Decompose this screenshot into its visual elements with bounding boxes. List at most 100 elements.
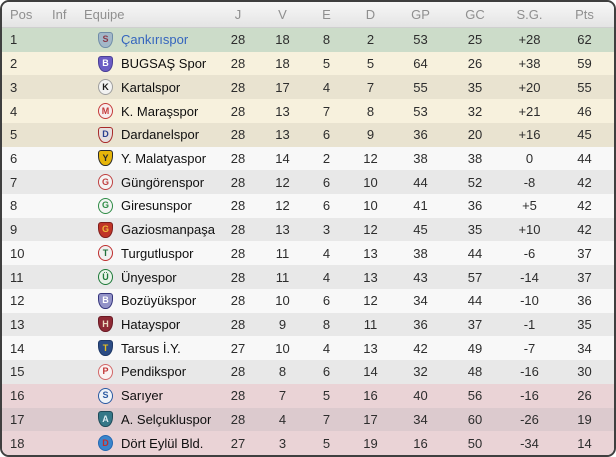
column-header-inf[interactable]: Inf [52,7,67,22]
team-badge-icon: Ü [98,269,113,286]
column-header-v[interactable]: V [278,7,287,22]
gp-cell: 16 [413,435,428,451]
team-badge-icon: S [98,387,113,404]
gp-cell: 34 [413,293,428,309]
gc-cell: 36 [467,198,483,214]
j-cell: 28 [230,198,246,214]
position-cell: 17 [10,411,25,427]
d-cell: 7 [366,79,375,95]
gp-cell: 43 [413,269,428,285]
table-row[interactable]: 5 D Dardanelspor 28 13 6 9 36 20 +16 45 [2,122,614,147]
team-name[interactable]: K. Maraşspor [121,103,199,119]
table-row[interactable]: 11 Ü Ünyespor 28 11 4 13 43 57 -14 37 [2,265,614,289]
column-header-sg[interactable]: S.G. [516,7,543,22]
gc-cell: 57 [467,269,483,285]
v-cell: 11 [275,245,290,261]
v-cell: 3 [278,435,287,451]
team-cell: B BUGSAŞ Spor [84,55,216,72]
position-cell: 2 [10,56,18,72]
team-name[interactable]: Pendikspor [121,364,187,380]
e-cell: 4 [322,269,331,285]
gp-cell: 64 [413,56,428,72]
team-cell: P Pendikspor [84,363,216,380]
column-header-e[interactable]: E [322,7,331,22]
table-row[interactable]: 17 A A. Selçukluspor 28 4 7 17 34 60 -26 19 [2,407,614,432]
column-header-d[interactable]: D [365,7,376,22]
table-row[interactable]: 12 B Bozüyükspor 28 10 6 12 34 44 -10 36 [2,288,614,313]
table-row[interactable]: 2 B BUGSAŞ Spor 28 18 5 5 64 26 +38 59 [2,51,614,76]
team-name[interactable]: Tarsus İ.Y. [121,340,181,356]
team-name[interactable]: Dardanelspor [121,127,200,143]
table-row[interactable]: 18 D Dört Eylül Bld. 27 3 5 19 16 50 -34 14 [2,431,614,455]
table-row[interactable]: 6 Y Y. Malatyaspor 28 14 2 12 38 38 0 44 [2,146,614,171]
pts-cell: 34 [577,340,592,356]
gp-cell: 41 [413,198,428,214]
d-cell: 17 [363,411,378,427]
sg-cell: -8 [523,174,536,190]
position-cell: 5 [10,127,18,143]
column-header-pts[interactable]: Pts [575,7,594,22]
team-cell: G Güngörenspor [84,174,216,191]
column-header-gc[interactable]: GC [465,7,485,22]
table-row[interactable]: 14 T Tarsus İ.Y. 27 10 4 13 42 49 -7 34 [2,336,614,361]
team-name[interactable]: BUGSAŞ Spor [121,56,207,72]
table-row[interactable]: 9 G Gaziosmanpaşa 28 13 3 12 45 35 +10 42 [2,217,614,242]
team-name[interactable]: Gaziosmanpaşa [121,222,215,238]
table-row[interactable]: 15 P Pendikspor 28 8 6 14 32 48 -16 30 [2,360,614,384]
j-cell: 28 [230,411,246,427]
e-cell: 6 [322,174,331,190]
column-header-pos[interactable]: Pos [10,7,33,22]
team-name[interactable]: Sarıyer [121,388,163,404]
team-badge-icon: G [98,197,113,214]
team-cell: T Tarsus İ.Y. [84,340,216,357]
d-cell: 12 [363,222,378,238]
team-name[interactable]: A. Selçukluspor [121,411,212,427]
sg-cell: 0 [525,150,534,166]
j-cell: 28 [230,269,246,285]
d-cell: 10 [363,174,378,190]
gc-cell: 37 [467,316,483,332]
team-badge-icon: G [98,221,113,238]
j-cell: 27 [230,340,246,356]
table-row[interactable]: 13 H Hatayspor 28 9 8 11 36 37 -1 35 [2,312,614,337]
gp-cell: 32 [413,364,428,380]
j-cell: 28 [230,127,246,143]
d-cell: 5 [366,56,375,72]
team-name[interactable]: Ünyespor [121,269,177,285]
column-header-gp[interactable]: GP [411,7,430,22]
pts-cell: 55 [577,79,592,95]
table-row[interactable]: 1 S Çankırıspor 28 18 8 2 53 25 +28 62 [2,28,614,52]
d-cell: 10 [363,198,378,214]
team-name[interactable]: Çankırıspor [121,32,189,48]
table-row[interactable]: 3 K Kartalspor 28 17 4 7 55 35 +20 55 [2,75,614,100]
table-row[interactable]: 10 T Turgutluspor 28 11 4 13 38 44 -6 37 [2,241,614,266]
column-header-j[interactable]: J [234,7,242,22]
team-badge-icon: T [98,245,113,262]
table-row[interactable]: 4 M K. Maraşspor 28 13 7 8 53 32 +21 46 [2,99,614,123]
team-cell: Y Y. Malatyaspor [84,150,216,167]
team-name[interactable]: Turgutluspor [121,245,194,261]
team-name[interactable]: Y. Malatyaspor [121,150,207,166]
team-name[interactable]: Bozüyükspor [121,293,197,309]
team-name[interactable]: Dört Eylül Bld. [121,435,204,451]
pts-cell: 59 [577,56,592,72]
v-cell: 9 [278,316,287,332]
e-cell: 6 [322,364,331,380]
e-cell: 6 [322,198,331,214]
column-header-equipe[interactable]: Equipe [84,7,125,22]
gc-cell: 25 [467,32,483,48]
table-row[interactable]: 7 G Güngörenspor 28 12 6 10 44 52 -8 42 [2,170,614,195]
v-cell: 13 [275,103,290,119]
team-name[interactable]: Güngörenspor [121,174,205,190]
table-row[interactable]: 8 G Giresunspor 28 12 6 10 41 36 +5 42 [2,194,614,218]
team-cell: D Dört Eylül Bld. [84,435,216,452]
position-cell: 4 [10,103,18,119]
table-row[interactable]: 16 S Sarıyer 28 7 5 16 40 56 -16 26 [2,383,614,408]
gp-cell: 53 [413,103,428,119]
team-name[interactable]: Hatayspor [121,316,181,332]
team-name[interactable]: Giresunspor [121,198,192,214]
team-name[interactable]: Kartalspor [121,79,181,95]
pts-cell: 46 [577,103,592,119]
gc-cell: 44 [467,245,483,261]
